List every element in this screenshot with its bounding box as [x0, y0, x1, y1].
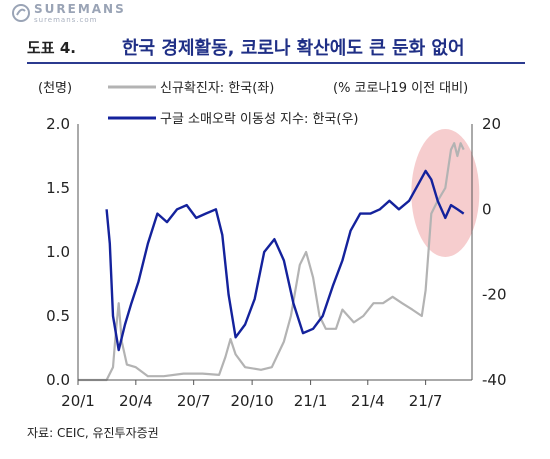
y-left-tick-label: 0.5 [46, 307, 70, 325]
y-right-tick-label: -40 [482, 371, 507, 389]
y-left-tick-label: 2.0 [46, 115, 70, 133]
y-right-tick-label: 20 [482, 115, 501, 133]
series-line-2 [105, 169, 465, 352]
watermark-logo-icon [12, 4, 30, 22]
x-tick-label: 20/10 [231, 392, 274, 410]
highlight-oval [411, 129, 480, 257]
plot-layer [78, 129, 480, 382]
series-line-1 [78, 142, 465, 382]
axis-layer: 0.0 0.5 1.0 1.5 2.0 -40 -20 0 20 20/1 20/4 20/7 20/1… [46, 115, 506, 410]
left-axis-label: (천명) [38, 81, 72, 96]
watermark: SUREMANS suremans.com [12, 2, 124, 28]
x-tick-label: 20/1 [61, 392, 95, 410]
x-tick-label: 21/7 [409, 392, 443, 410]
legend-label-series1: 신규확진자: 한국(좌) [160, 81, 274, 96]
legend-label-series2: 구글 소매오락 이동성 지수: 한국(우) [160, 112, 359, 127]
figure-header: 도표 4. 한국 경제활동, 코로나 확산에도 큰 둔화 없어 [27, 34, 537, 60]
y-left-tick-label: 1.0 [46, 243, 70, 261]
x-tick-label: 20/7 [177, 392, 211, 410]
x-tick-label: 21/1 [294, 392, 328, 410]
title-divider [27, 62, 525, 64]
watermark-url: suremans.com [34, 16, 98, 24]
x-tick-label: 21/4 [351, 392, 385, 410]
x-tick-label: 20/4 [119, 392, 153, 410]
legend: (천명) (% 코로나19 이전 대비) 신규확진자: 한국(좌) 구글 소매오… [38, 81, 468, 127]
y-left-tick-label: 1.5 [46, 179, 70, 197]
figure-title: 한국 경제활동, 코로나 확산에도 큰 둔화 없어 [122, 38, 465, 59]
figure-number: 도표 4. [27, 39, 76, 57]
source-note: 자료: CEIC, 유진투자증권 [27, 426, 159, 440]
y-right-tick-label: 0 [482, 200, 492, 218]
y-right-tick-label: -20 [482, 286, 507, 304]
right-axis-label: (% 코로나19 이전 대비) [333, 81, 468, 96]
y-left-tick-label: 0.0 [46, 371, 70, 389]
watermark-brand: SUREMANS [34, 2, 126, 16]
